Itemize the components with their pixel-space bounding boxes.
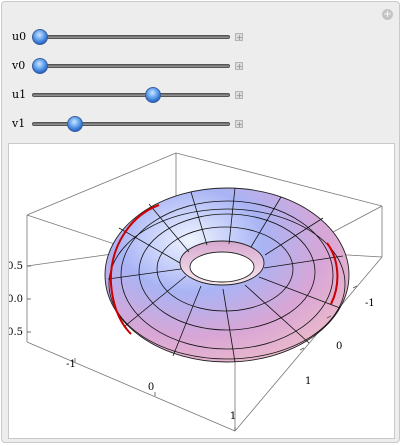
svg-text:-1: -1 xyxy=(66,359,76,370)
slider-thumb[interactable] xyxy=(66,116,83,132)
slider-row-u0: u0 + xyxy=(2,29,262,45)
svg-text:0: 0 xyxy=(336,341,342,352)
slider-label: u0 xyxy=(12,30,27,43)
svg-text:0.0: 0.0 xyxy=(9,294,23,305)
slider-label: v1 xyxy=(12,117,26,130)
slider-thumb[interactable] xyxy=(32,58,48,74)
svg-text:1: 1 xyxy=(305,376,311,387)
slider-row-u1: u1 + xyxy=(2,87,262,103)
torus-surface xyxy=(104,187,350,363)
svg-text:0: 0 xyxy=(148,382,154,393)
slider-thumb[interactable] xyxy=(32,29,48,45)
expand-controls-icon[interactable]: + xyxy=(235,120,243,129)
plot-area[interactable]: 0.5 0.0 -0.5 -1 0 1 xyxy=(4,143,395,439)
slider-track[interactable] xyxy=(32,64,230,68)
slider-track[interactable] xyxy=(32,93,230,97)
close-icon[interactable]: + xyxy=(382,9,393,20)
svg-text:1: 1 xyxy=(230,411,236,422)
z-axis: 0.5 0.0 -0.5 xyxy=(4,261,31,338)
slider-track[interactable] xyxy=(32,122,230,126)
svg-text:-1: -1 xyxy=(365,298,375,309)
y-axis: -1 0 1 xyxy=(299,285,375,387)
expand-controls-icon[interactable]: + xyxy=(235,91,243,100)
slider-row-v0: v0 + xyxy=(2,58,262,74)
svg-text:0.5: 0.5 xyxy=(9,261,23,272)
curve-on-surface xyxy=(109,204,339,335)
torus-3d-plot[interactable]: 0.5 0.0 -0.5 -1 0 1 xyxy=(4,144,394,438)
expand-controls-icon[interactable]: + xyxy=(235,33,243,42)
x-axis: -1 0 1 xyxy=(66,358,236,431)
slider-label: v0 xyxy=(12,59,26,72)
slider-label: u1 xyxy=(12,88,27,101)
slider-row-v1: v1 + xyxy=(2,116,262,132)
slider-thumb[interactable] xyxy=(144,87,161,103)
expand-controls-icon[interactable]: + xyxy=(235,62,243,71)
svg-text:-0.5: -0.5 xyxy=(9,327,23,338)
slider-track[interactable] xyxy=(32,35,230,39)
